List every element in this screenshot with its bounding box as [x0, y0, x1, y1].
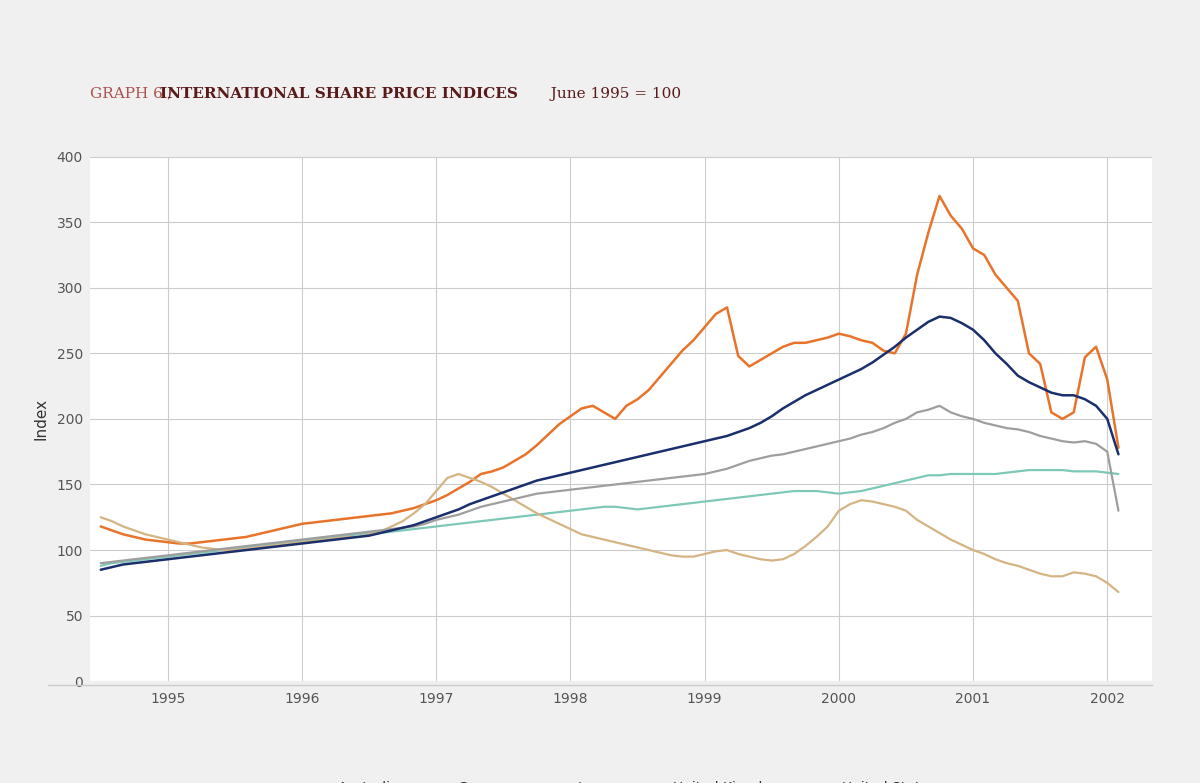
Y-axis label: Index: Index — [34, 398, 48, 440]
Legend: Australia, Germany, Japan, United Kingdom, United States: Australia, Germany, Japan, United Kingdo… — [301, 775, 941, 783]
Text: GRAPH 6 /: GRAPH 6 / — [90, 87, 178, 101]
Text: INTERNATIONAL SHARE PRICE INDICES: INTERNATIONAL SHARE PRICE INDICES — [160, 87, 517, 101]
Text: June 1995 = 100: June 1995 = 100 — [541, 87, 682, 101]
